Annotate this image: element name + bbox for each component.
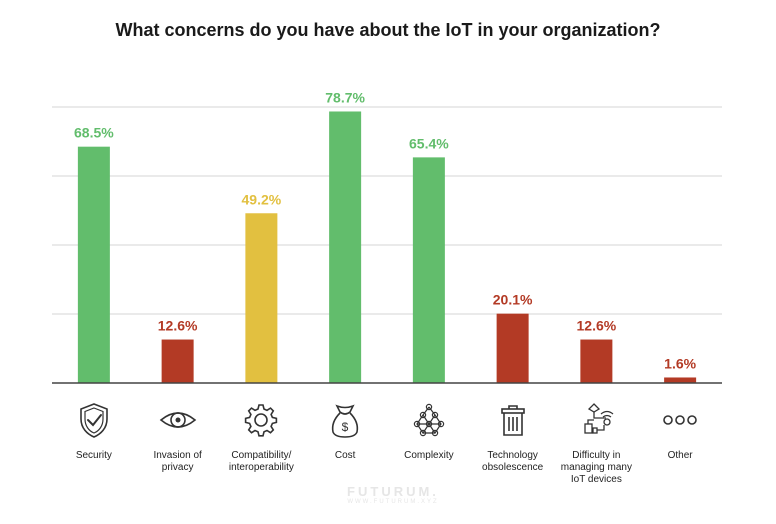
bar [664, 377, 697, 383]
bar [580, 339, 613, 383]
data-label: 20.1% [493, 292, 533, 308]
svg-text:$: $ [342, 420, 349, 434]
category-label: Cost [334, 450, 356, 461]
bar [161, 339, 194, 383]
data-label: 12.6% [577, 318, 617, 334]
eye-icon [158, 400, 198, 440]
data-label: 1.6% [664, 355, 696, 371]
trash-bin-icon [493, 400, 533, 440]
category-label: Difficulty in managing many IoT devices [560, 450, 632, 485]
bar [496, 313, 529, 383]
futurum-watermark: FUTURUM. WWW.FUTURUM.XYZ [328, 484, 458, 505]
gear-icon [241, 400, 281, 440]
bar [329, 111, 362, 384]
category-label: Complexity [404, 450, 454, 461]
dots-icon [660, 400, 700, 440]
data-label: 68.5% [74, 125, 114, 141]
data-label: 78.7% [325, 89, 365, 105]
category-label: Security [75, 450, 112, 461]
category-label: Technology obsolescence [482, 450, 544, 473]
shield-check-icon [74, 400, 114, 440]
data-label: 49.2% [242, 191, 282, 207]
data-label: 65.4% [409, 135, 449, 151]
category-label: Invasion of privacy [153, 450, 202, 473]
bar [77, 146, 110, 383]
bar [412, 157, 445, 383]
data-label: 12.6% [158, 318, 198, 334]
chart-title: What concerns do you have about the IoT … [115, 20, 661, 40]
watermark-url: WWW.FUTURUM.XYZ [347, 499, 439, 505]
bar [245, 213, 278, 383]
money-bag-icon: $ [325, 400, 365, 440]
network-icon [409, 400, 449, 440]
category-label: Compatibility/ interoperability [228, 450, 294, 473]
watermark-logo: FUTURUM. [347, 484, 439, 499]
connected-devices-icon [576, 400, 616, 440]
category-label: Other [667, 450, 693, 461]
